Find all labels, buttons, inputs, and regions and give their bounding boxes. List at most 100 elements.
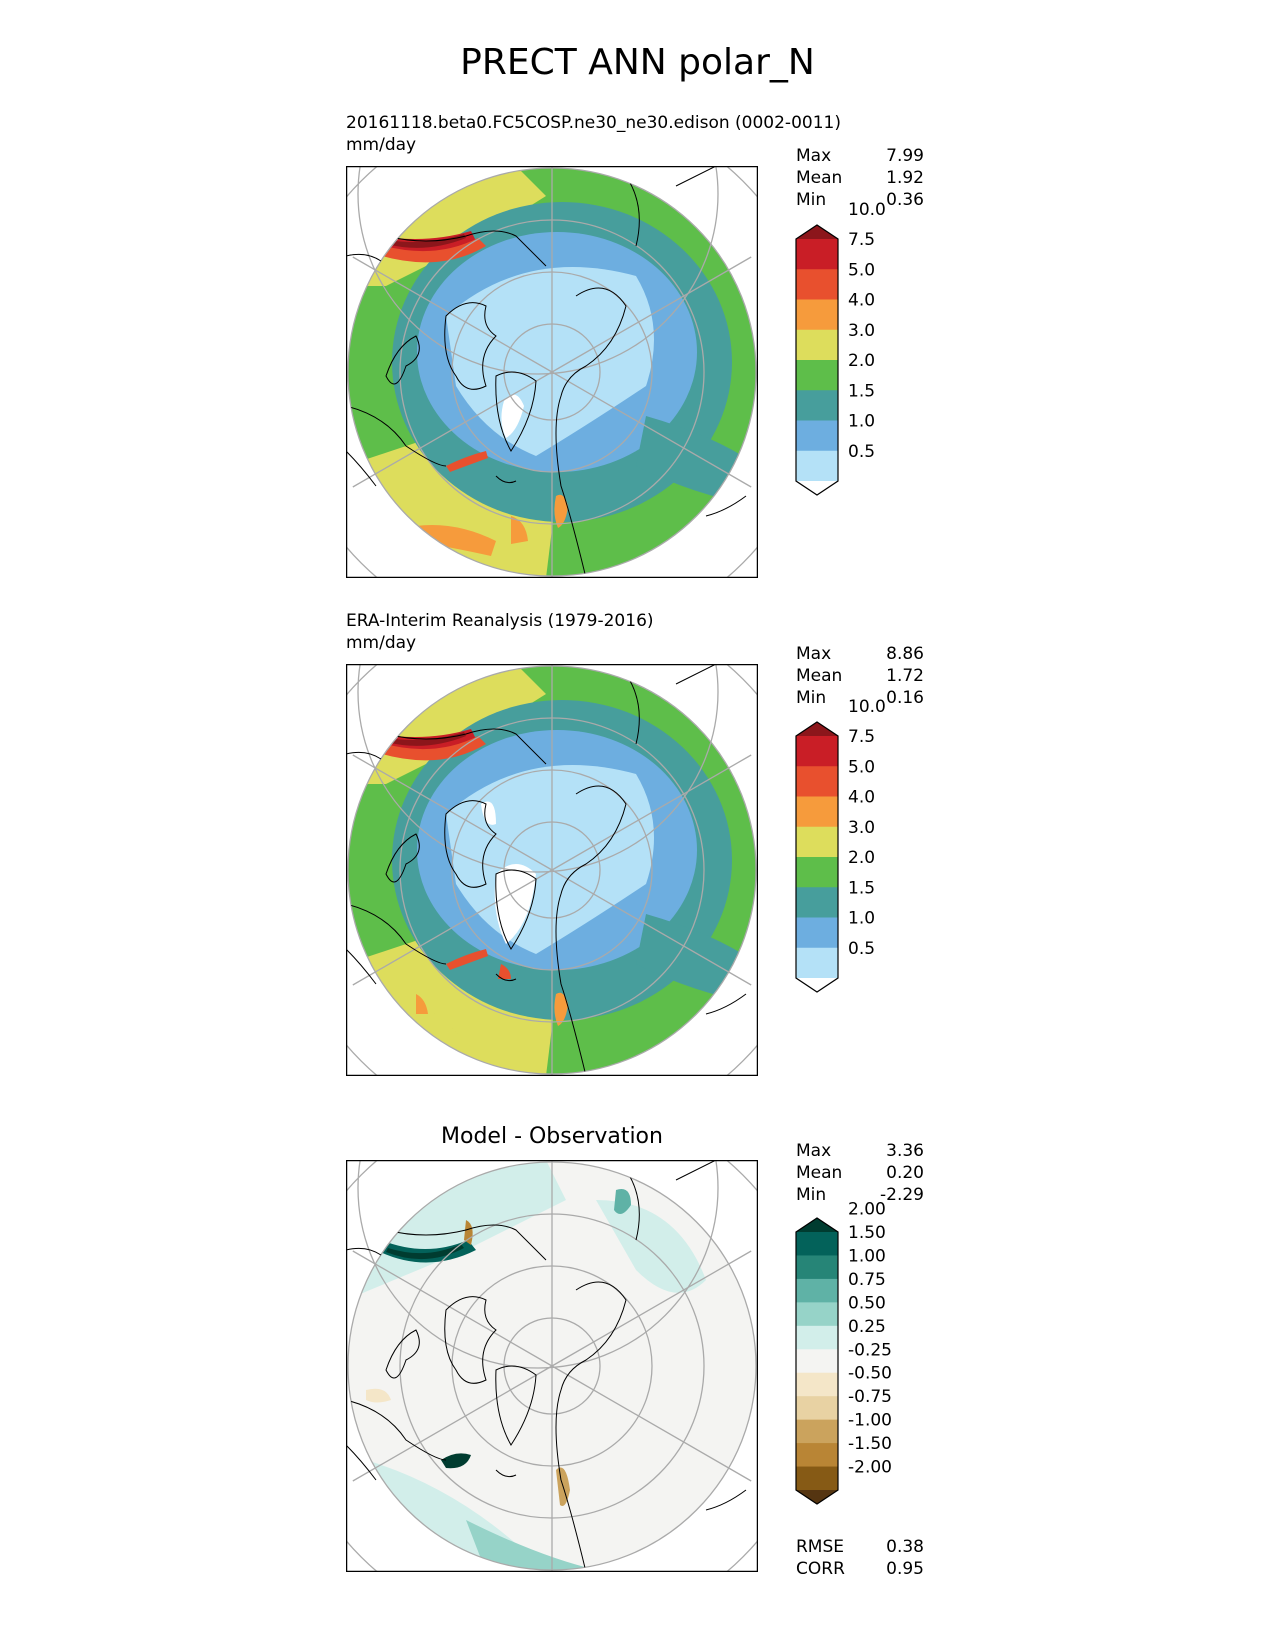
model-eurasia-coast <box>555 287 627 576</box>
diff-metric-corr: CORR 0.95 <box>796 1559 924 1579</box>
diff-east-lightteal <box>596 1200 706 1293</box>
obs-storm-darkred <box>386 732 466 746</box>
obs-colorbar: 0.5 1.0 1.5 2.0 3.0 4.0 5.0 7.5 10.0 <box>795 697 906 996</box>
obs-coastlines <box>348 673 640 1074</box>
obs-panel-title: ERA-Interim Reanalysis (1979-2016) mm/da… <box>346 610 654 654</box>
obs-colorbar-bin <box>796 736 838 767</box>
obs-units-label: mm/day <box>346 633 417 653</box>
model-canadian-archipelago <box>444 302 497 390</box>
model-storm-orange <box>366 238 486 263</box>
obs-white-patch <box>481 801 496 825</box>
model-colorbar-tick-label: 5.0 <box>848 260 875 280</box>
obs-storm-orange <box>366 736 486 761</box>
obs-colorbar-bin <box>796 947 838 979</box>
diff-colorbar-tick-label: -0.75 <box>848 1387 892 1407</box>
obs-corner-coast <box>675 664 717 685</box>
obs-eurasia-coast <box>555 785 627 1074</box>
model-corner-coast <box>346 253 382 262</box>
diff-frame <box>346 1160 758 1572</box>
model-norway-orange <box>554 494 568 528</box>
obs-canadian-archipelago <box>444 800 497 888</box>
diff-alaska-coast <box>385 1224 547 1261</box>
model-colorbar-tick-label: 10.0 <box>848 200 886 220</box>
model-meridian <box>551 256 752 373</box>
obs-colorbar-bin <box>796 796 838 828</box>
model-labrador-coast <box>348 405 447 467</box>
obs-colorbar-bin <box>796 887 838 918</box>
model-units-label: mm/day <box>346 135 417 155</box>
diff-canadian-archipelago <box>444 1296 497 1384</box>
model-colorbar-tick-label: 1.0 <box>848 412 875 432</box>
obs-colorbar-tick-label: 7.5 <box>848 727 875 747</box>
obs-colorbar-tick-label: 1.5 <box>848 878 875 898</box>
diff-colorbar-tick-label: -0.25 <box>848 1340 892 1360</box>
obs-atlantic-orange <box>416 994 428 1014</box>
model-colorbar-tick-label: 2.0 <box>848 351 875 371</box>
model-colorbar: 0.5 1.0 1.5 2.0 3.0 4.0 5.0 7.5 10.0 <box>795 200 906 499</box>
model-colorbar-extend-min <box>796 481 838 495</box>
model-stats: Max 7.99 Mean 1.92 Min 0.36 <box>796 145 924 211</box>
model-map <box>346 166 758 578</box>
model-stat-min: Min 0.36 <box>796 190 924 210</box>
model-meridian <box>352 371 553 488</box>
model-coastlines <box>348 175 640 576</box>
diff-colorbar-extend-max <box>796 1218 838 1232</box>
diff-colorbar-tick-label: 0.75 <box>848 1270 886 1290</box>
diff-colorbar-bin <box>796 1396 838 1421</box>
obs-map <box>346 664 758 1076</box>
diff-stat-min: Min -2.29 <box>796 1185 924 1205</box>
obs-norway-red <box>446 949 488 970</box>
model-colorbar-outline <box>795 224 839 496</box>
diff-graticule <box>346 1160 758 1572</box>
obs-colorbar-extend-max <box>796 722 838 736</box>
model-alaska-coast <box>385 230 547 267</box>
diff-meridian <box>551 1250 752 1367</box>
obs-corner-coast <box>705 993 747 1015</box>
obs-frame <box>346 664 758 1076</box>
diff-map <box>346 1160 758 1572</box>
diff-brown-streak-1 <box>464 1220 473 1245</box>
diff-colorbar-bin <box>796 1372 838 1397</box>
model-stat-mean: Mean 1.92 <box>796 168 924 188</box>
diff-colorbar-bin <box>796 1349 838 1374</box>
diff-colorbar-tick-label: -1.00 <box>848 1411 892 1431</box>
diff-colorbar-tick-label: 0.50 <box>848 1293 886 1313</box>
model-colorbar-bin <box>796 329 838 361</box>
model-colorbar-bin <box>796 299 838 331</box>
obs-greenland-coast <box>495 869 537 950</box>
obs-stat-min: Min 0.16 <box>796 688 924 708</box>
obs-meridian <box>352 869 553 986</box>
obs-stat-max: Max 8.86 <box>796 644 924 664</box>
diff-iceland-darkteal <box>441 1453 471 1469</box>
model-colorbar-bin <box>796 390 838 421</box>
obs-meridian <box>551 869 752 986</box>
model-dataset-label: 20161118.beta0.FC5COSP.ne30_ne30.edison … <box>346 113 841 133</box>
obs-norway-orange <box>554 992 568 1026</box>
diff-outer-arc <box>357 1160 719 1369</box>
obs-corner-coast <box>346 751 382 760</box>
model-atlantic-orange <box>416 525 496 556</box>
diff-corner-coast <box>705 1489 747 1511</box>
model-greenland-coast <box>495 371 537 452</box>
obs-iceland-coast <box>495 973 517 982</box>
diff-outer-coastlines <box>346 1160 747 1511</box>
diff-storm-darkteal <box>376 1240 476 1263</box>
model-frame <box>346 166 758 578</box>
model-colorbar-bin <box>796 269 838 300</box>
model-outer-coastlines <box>346 166 747 517</box>
diff-iceland-coast <box>495 1469 517 1478</box>
obs-colorbar-tick-label: 1.0 <box>848 909 875 929</box>
model-colorbar-bin <box>796 420 838 452</box>
model-atlantic-orange-2 <box>511 516 528 544</box>
diff-atlantic-teal <box>466 1520 606 1570</box>
obs-outer-coastlines <box>346 664 747 1015</box>
diff-hudson-bay-coast <box>385 1329 420 1379</box>
model-corner-coast <box>705 495 747 517</box>
diff-panel-title: Model - Observation <box>441 1124 663 1149</box>
obs-colorbar-tick-label: 3.0 <box>848 818 875 838</box>
diff-tan-patch <box>366 1388 391 1403</box>
diff-colorbar-bin <box>796 1278 838 1303</box>
model-colorbar-bins <box>796 225 838 495</box>
diff-colorbar-bin <box>796 1302 838 1327</box>
model-corner-coast <box>675 166 717 187</box>
